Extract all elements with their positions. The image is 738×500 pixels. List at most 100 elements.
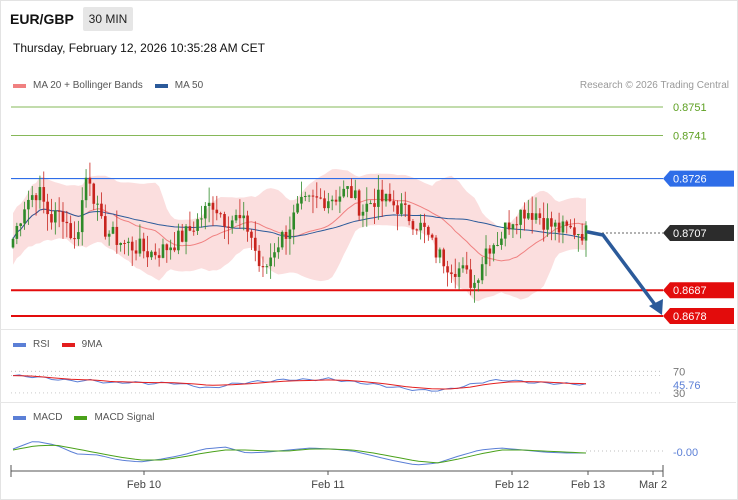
- candle-body: [307, 195, 311, 197]
- candle-body: [488, 248, 492, 254]
- legend-swatch: [13, 415, 26, 420]
- candle-body: [319, 197, 322, 199]
- price-tag: [663, 282, 734, 299]
- macd-line: [12, 441, 586, 466]
- x-tick-label: Mar 2: [639, 479, 667, 491]
- candle-body: [157, 255, 161, 258]
- candle-body: [296, 203, 299, 213]
- level-label: 0.8687: [673, 285, 707, 297]
- candle-body: [27, 199, 30, 210]
- candle-body: [457, 268, 461, 277]
- candle-body: [353, 190, 357, 199]
- candle-body: [434, 237, 438, 258]
- candle-body: [538, 213, 542, 219]
- candle-body: [177, 230, 180, 251]
- legend-swatch: [13, 83, 26, 88]
- candle-body: [42, 187, 46, 202]
- candle-body: [30, 195, 34, 200]
- candle-body: [46, 201, 49, 215]
- candle-body: [469, 269, 472, 288]
- candle-body: [134, 250, 138, 254]
- candle-body: [292, 212, 296, 230]
- x-tick-label: Feb 10: [127, 479, 161, 491]
- candle-body: [477, 280, 480, 283]
- candle-body: [523, 209, 526, 219]
- candle-body: [300, 196, 303, 204]
- legend-label: 9MA: [81, 339, 103, 350]
- candle-body: [92, 183, 96, 204]
- candle-body: [265, 266, 269, 268]
- candle-body: [84, 177, 88, 201]
- candle-body: [188, 226, 192, 231]
- candle-body: [107, 233, 111, 237]
- candle-body: [269, 257, 272, 267]
- candle-body: [388, 193, 392, 202]
- candle-body: [334, 199, 338, 202]
- legend-item-macd: MACD: [13, 412, 62, 423]
- main-legend: MA 20 + Bollinger Bands MA 50: [13, 80, 215, 91]
- candle-body: [584, 225, 588, 241]
- copyright: Research © 2026 Trading Central: [579, 80, 729, 91]
- pair-symbol: EUR/GBP: [10, 11, 74, 27]
- candle-body: [438, 249, 442, 258]
- legend-item-9ma: 9MA: [61, 339, 103, 350]
- candle-body: [77, 232, 80, 240]
- legend-label: MA 20 + Bollinger Bands: [33, 80, 143, 91]
- candle-body: [227, 226, 230, 228]
- price-panel: 0.8751 0.8741 0.8726 0.8707 0.8687 0.8678: [11, 102, 734, 324]
- candle-body: [19, 223, 22, 226]
- candle-body: [465, 265, 469, 270]
- candle-body: [473, 282, 476, 288]
- candle-body: [123, 242, 126, 244]
- candle-body: [580, 234, 584, 241]
- candle-body: [503, 222, 507, 239]
- candle-body: [430, 234, 434, 238]
- rsi-tick-label: 70: [673, 366, 685, 378]
- legend-label: MACD: [33, 412, 63, 423]
- candle-body: [446, 266, 449, 273]
- candle-body: [203, 205, 207, 219]
- candle-body: [284, 231, 288, 239]
- timeframe-badge[interactable]: 30 MIN: [83, 7, 133, 31]
- legend-label: MA 50: [174, 80, 204, 91]
- rsi-legend: RSI 9MA: [13, 339, 114, 350]
- candle-body: [161, 244, 165, 258]
- level-label: 0.8678: [673, 311, 707, 323]
- forecast-arrowhead: [649, 299, 663, 315]
- macd-legend: MACD MACD Signal: [13, 412, 166, 423]
- macd-signal-line: [12, 444, 587, 464]
- candle-body: [103, 216, 107, 237]
- candle-body: [550, 218, 553, 227]
- x-tick-label: Feb 13: [571, 479, 605, 491]
- candle-body: [119, 242, 122, 245]
- candle-body: [396, 205, 399, 214]
- panel-divider: [0, 402, 736, 403]
- candles: [11, 162, 588, 303]
- candle-body: [423, 222, 426, 227]
- candle-body: [373, 203, 376, 207]
- candle-body: [261, 266, 265, 268]
- candle-body: [138, 238, 142, 254]
- macd-value-label: -0.00: [673, 447, 698, 459]
- candle-body: [377, 189, 380, 207]
- candle-body: [565, 221, 569, 226]
- candle-body: [88, 177, 92, 184]
- legend-swatch: [61, 342, 75, 347]
- x-tick-label: Feb 12: [495, 479, 529, 491]
- candle-body: [96, 203, 99, 205]
- candle-body: [511, 224, 515, 230]
- candle-body: [50, 214, 53, 223]
- candle-body: [57, 210, 61, 212]
- level-label: 0.8741: [673, 131, 707, 143]
- candle-body: [211, 202, 215, 210]
- legend-swatch: [74, 415, 88, 420]
- candle-body: [369, 203, 372, 205]
- price-tag: [663, 224, 734, 241]
- candle-body: [100, 203, 103, 217]
- candle-body: [111, 226, 115, 234]
- candle-body: [561, 221, 565, 233]
- forecast-arrow: [586, 230, 658, 308]
- candle-body: [427, 226, 430, 235]
- legend-swatch: [154, 83, 168, 88]
